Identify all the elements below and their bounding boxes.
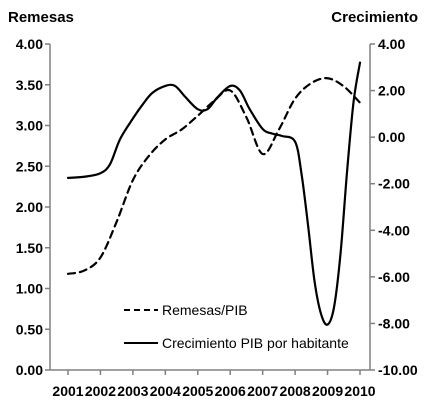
legend: Remesas/PIB Crecimiento PIB por habitant… xyxy=(124,302,349,351)
x-tick-label: 2009 xyxy=(312,383,343,399)
x-tick-label: 2002 xyxy=(85,383,116,399)
right-tick-label: 4.00 xyxy=(378,36,405,52)
right-tick-label: -2.00 xyxy=(378,176,410,192)
left-tick-labels: 0.00 0.50 1.00 1.50 2.00 2.50 3.00 3.50 4.00 xyxy=(16,36,50,378)
right-tick-label: -6.00 xyxy=(378,269,410,285)
legend-label-crecimiento: Crecimiento PIB por habitante xyxy=(162,335,349,351)
series-line-crecimiento xyxy=(66,61,362,326)
series-layer xyxy=(66,61,362,326)
x-tick-label: 2007 xyxy=(247,383,278,399)
x-tick-label: 2006 xyxy=(215,383,246,399)
left-tick-label: 0.50 xyxy=(16,321,43,337)
left-tick-label: 3.50 xyxy=(16,77,43,93)
x-tick-label: 2001 xyxy=(52,383,83,399)
right-tick-label: 0.00 xyxy=(378,129,405,145)
x-tick-labels: 2001 2002 2003 2004 2005 2006 2007 2008 2009 2010 xyxy=(52,370,376,399)
right-tick-label: 2.00 xyxy=(378,83,405,99)
right-tick-labels: -10.00 -8.00 -6.00 -4.00 -2.00 0.00 2.00 4.00 xyxy=(370,36,418,378)
left-tick-label: 2.50 xyxy=(16,158,43,174)
legend-item-crecimiento: Crecimiento PIB por habitante xyxy=(124,335,349,351)
left-tick-label: 0.00 xyxy=(16,362,43,378)
right-tick-label: -8.00 xyxy=(378,315,410,331)
series-line-remesas xyxy=(66,77,362,275)
x-tick-label: 2004 xyxy=(150,383,181,399)
x-tick-label: 2010 xyxy=(344,383,375,399)
x-tick-label: 2005 xyxy=(182,383,213,399)
x-tick-label: 2008 xyxy=(280,383,311,399)
legend-item-remesas: Remesas/PIB xyxy=(124,302,248,318)
x-tick-label: 2003 xyxy=(117,383,148,399)
left-tick-label: 4.00 xyxy=(16,36,43,52)
right-axis-title: Crecimiento xyxy=(331,9,418,26)
left-tick-label: 1.50 xyxy=(16,240,43,256)
right-tick-label: -10.00 xyxy=(378,362,418,378)
left-axis-title: Remesas xyxy=(8,9,74,26)
left-tick-label: 3.00 xyxy=(16,118,43,134)
left-tick-label: 2.00 xyxy=(16,199,43,215)
left-tick-label: 1.00 xyxy=(16,281,43,297)
legend-label-remesas: Remesas/PIB xyxy=(162,302,248,318)
right-tick-label: -4.00 xyxy=(378,222,410,238)
